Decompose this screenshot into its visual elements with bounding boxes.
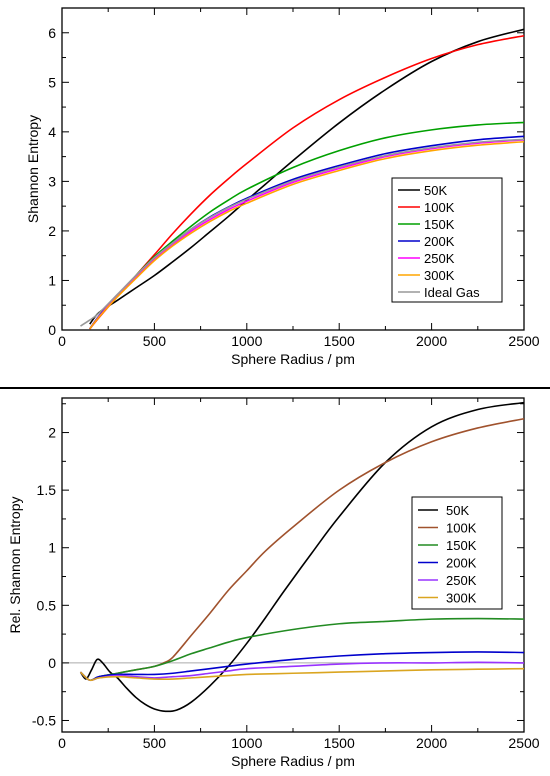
y-tick-label: 6 bbox=[48, 25, 56, 41]
series-line-200k bbox=[79, 651, 525, 682]
legend-label: 250K bbox=[446, 573, 477, 588]
y-tick-label: 0 bbox=[48, 322, 56, 338]
legend-label: 100K bbox=[446, 521, 477, 536]
bottom-x-axis-title: Sphere Radius / pm bbox=[231, 753, 355, 769]
x-tick-label: 1000 bbox=[231, 735, 262, 751]
legend-label: 50K bbox=[446, 503, 469, 518]
x-tick-label: 0 bbox=[58, 333, 66, 349]
y-tick-label: 2 bbox=[48, 425, 56, 441]
legend-label: 200K bbox=[446, 556, 477, 571]
top-series bbox=[80, 28, 525, 330]
top-x-axis-title: Sphere Radius / pm bbox=[231, 351, 355, 367]
y-tick-label: 0 bbox=[48, 655, 56, 671]
legend-label: 150K bbox=[424, 217, 455, 232]
series-line-50k bbox=[79, 401, 525, 713]
x-tick-label: 0 bbox=[58, 735, 66, 751]
top-legend-box bbox=[391, 177, 503, 303]
legend-label: 200K bbox=[424, 234, 455, 249]
x-tick-label: 2500 bbox=[508, 333, 539, 349]
legend-label: 250K bbox=[424, 251, 455, 266]
y-tick-label: 5 bbox=[48, 74, 56, 90]
y-tick-label: 2 bbox=[48, 223, 56, 239]
top-legend: 50K 100K 150K 200K 250K 300K Ideal Gas bbox=[391, 177, 503, 303]
legend-label: 300K bbox=[424, 268, 455, 283]
x-tick-label: 2500 bbox=[508, 735, 539, 751]
y-tick-label: 1 bbox=[48, 540, 56, 556]
bottom-legend: 50K 100K 150K 200K 250K 300K bbox=[411, 496, 503, 610]
top-ticks: 0 500 1000 1500 2000 2500 0 1 2 3 4 5 6 bbox=[48, 7, 540, 349]
y-tick-label: 3 bbox=[48, 173, 56, 189]
x-tick-label: 1000 bbox=[231, 333, 262, 349]
y-tick-label: 1.5 bbox=[37, 482, 57, 498]
series-line-150k bbox=[79, 617, 525, 682]
series-line-250k bbox=[79, 661, 525, 682]
legend-label: 150K bbox=[446, 538, 477, 553]
legend-label: Ideal Gas bbox=[424, 285, 480, 300]
x-tick-label: 1500 bbox=[324, 735, 355, 751]
bottom-chart: 0 500 1000 1500 2000 2500-0.500.511.52 Sphere… bbox=[7, 397, 540, 769]
bottom-series bbox=[79, 401, 525, 713]
x-tick-label: 2000 bbox=[416, 333, 447, 349]
x-tick-label: 500 bbox=[143, 735, 167, 751]
bottom-ticks: 0 500 1000 1500 2000 2500-0.500.511.52 bbox=[32, 398, 540, 751]
series-line-300k bbox=[89, 140, 525, 330]
x-tick-label: 2000 bbox=[416, 735, 447, 751]
series-line-300k bbox=[79, 667, 525, 682]
legend-label: 300K bbox=[446, 591, 477, 606]
x-tick-label: 500 bbox=[143, 333, 167, 349]
legend-label: 100K bbox=[424, 200, 455, 215]
series-line-50k bbox=[89, 28, 525, 325]
top-chart: 0 500 1000 1500 2000 2500 0 1 2 3 4 5 6 Sphere Radiu… bbox=[25, 7, 540, 367]
top-y-axis-title: Shannon Entropy bbox=[25, 115, 41, 223]
x-tick-label: 1500 bbox=[324, 333, 355, 349]
bottom-y-axis-title: Rel. Shannon Entropy bbox=[7, 497, 23, 634]
legend-label: 50K bbox=[424, 183, 447, 198]
y-tick-label: 0.5 bbox=[37, 597, 57, 613]
series-line-ideal-gas bbox=[80, 138, 525, 327]
y-tick-label: 1 bbox=[48, 272, 56, 288]
y-tick-label: 4 bbox=[48, 124, 56, 140]
y-tick-label: -0.5 bbox=[32, 712, 56, 728]
bottom-legend-box bbox=[411, 496, 503, 610]
